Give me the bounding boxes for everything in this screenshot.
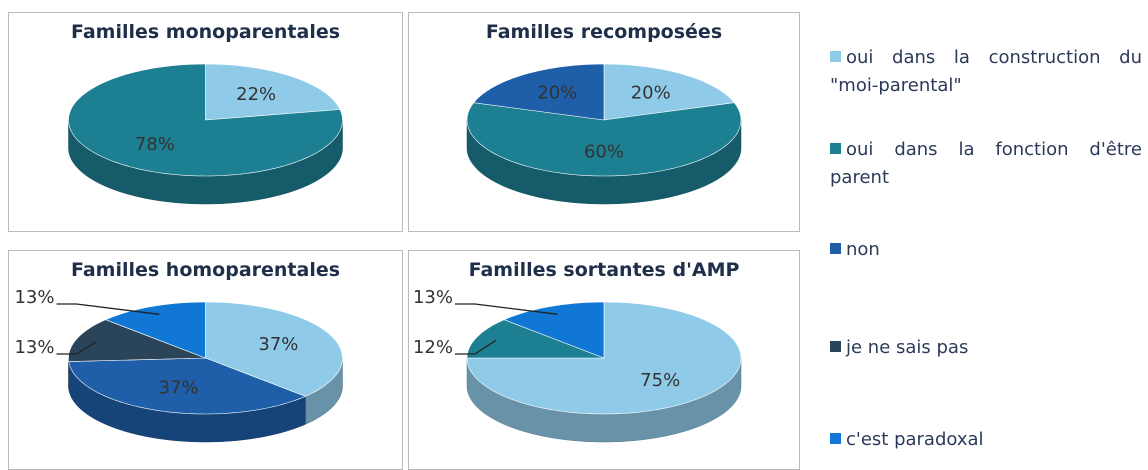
pie-slice <box>68 357 307 415</box>
pie-slice <box>205 63 341 121</box>
legend-label: oui dans la construction du "moi-parenta… <box>830 47 1142 96</box>
legend-swatch <box>830 143 841 154</box>
data-label: 22% <box>236 84 276 105</box>
chart-title: Familles sortantes d'AMP <box>469 259 740 281</box>
leader-line <box>56 341 97 355</box>
data-label: 78% <box>135 134 175 155</box>
data-label: 13% <box>14 337 54 358</box>
leader-line <box>455 339 497 355</box>
legend-swatch <box>830 433 841 444</box>
charts: Familles monoparentales 22% 78% Familles re… <box>8 12 800 470</box>
legend-label: c'est paradoxal <box>846 429 984 450</box>
pie-slice <box>466 319 605 359</box>
legend-label: je ne sais pas <box>846 337 969 358</box>
pie-slice <box>473 63 605 121</box>
pie-slice <box>503 301 605 359</box>
legend-item: je ne sais pas <box>830 334 1142 362</box>
pie-slice <box>104 301 206 359</box>
pie-slice <box>205 301 343 397</box>
pie-slice <box>68 63 343 177</box>
pie-slice <box>603 63 735 121</box>
data-label: 20% <box>537 83 577 104</box>
legend-swatch <box>830 243 841 254</box>
panel-border <box>8 12 403 232</box>
legend-item: oui dans la construction du "moi-parenta… <box>830 44 1142 100</box>
pie-slice <box>68 319 206 362</box>
legend-label: non <box>846 239 880 260</box>
chart-title: Familles homoparentales <box>71 259 340 281</box>
chart-title: Familles monoparentales <box>71 21 340 43</box>
legend-item: oui dans la fonction d'être parent <box>830 136 1142 192</box>
data-label: 13% <box>14 287 54 308</box>
data-label: 37% <box>258 334 298 355</box>
leader-line <box>56 303 160 315</box>
data-label: 37% <box>159 378 199 399</box>
legend-swatch <box>830 51 841 62</box>
data-label: 75% <box>640 370 680 391</box>
leader-line <box>455 303 558 315</box>
legend-item: c'est paradoxal <box>830 426 1142 454</box>
panel-border <box>408 12 800 232</box>
pie-slice <box>466 102 742 177</box>
data-label: 60% <box>584 141 624 162</box>
legend-swatch <box>830 341 841 352</box>
legend-item: non <box>830 236 1142 264</box>
legend: oui dans la construction du "moi-parenta… <box>830 0 1145 470</box>
data-label: 12% <box>413 337 453 358</box>
chart-title: Familles recomposées <box>486 21 722 43</box>
data-label: 13% <box>413 287 453 308</box>
data-label: 20% <box>631 83 671 104</box>
legend-label: oui dans la fonction d'être parent <box>830 139 1142 188</box>
